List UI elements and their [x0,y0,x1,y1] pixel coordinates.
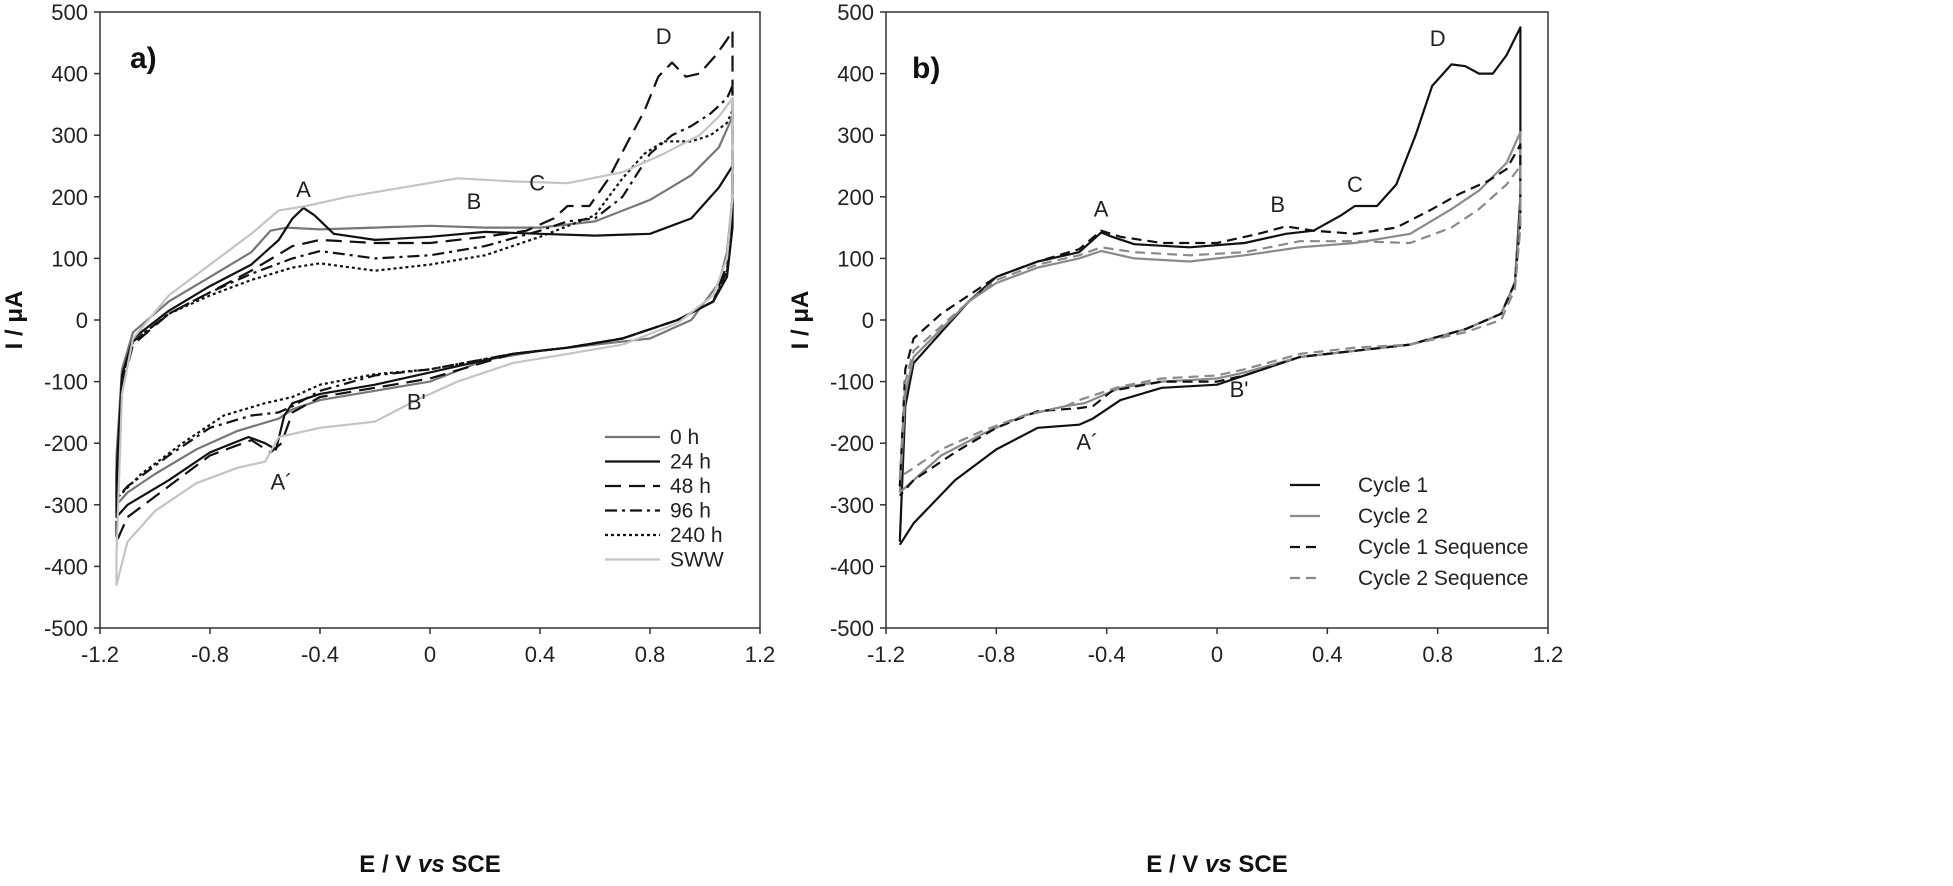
y-tick-label: 0 [862,308,874,333]
y-tick-label: 300 [51,123,88,148]
series-line-cycle-2 [898,131,1522,494]
y-axis-title: I / μA [787,291,814,350]
legend-label: 240 h [670,524,723,547]
series-line-240-h [115,109,734,500]
peak-annotation: B' [1230,377,1249,402]
x-tick-label: -0.8 [977,642,1015,667]
legend-label: Cycle 1 [1358,474,1428,497]
y-tick-label: -400 [830,554,874,579]
legend-label: Cycle 2 Sequence [1358,567,1528,590]
panel-label: b) [912,52,940,85]
series-line-24-h [115,164,734,519]
panel-a: 500 400 300 200 100 0 -100 -200 -300 -400 -500-1.2… [1,0,775,878]
peak-annotation: B' [407,389,426,414]
series-line-48-h [115,29,734,543]
legend-label: 48 h [670,475,711,498]
peak-annotation: D [1430,26,1446,51]
x-tick-label: 0 [424,642,436,667]
y-tick-label: -400 [44,554,88,579]
y-tick-label: 400 [837,62,874,87]
x-tick-label: 0.4 [1312,642,1343,667]
y-tick-label: -100 [830,370,874,395]
x-tick-label: -0.4 [1088,642,1126,667]
legend-label: 0 h [670,426,699,449]
x-tick-label: 1.2 [1533,642,1564,667]
y-tick-label: 100 [51,246,88,271]
x-tick-label: 0.4 [525,642,556,667]
y-tick-label: -100 [44,370,88,395]
peak-annotation: A [1094,197,1109,222]
y-tick-label: -300 [44,493,88,518]
x-tick-label: -0.4 [301,642,339,667]
x-tick-label: 0 [1211,642,1223,667]
legend-label: 24 h [670,451,711,474]
peak-annotation: A´ [1076,429,1098,454]
y-tick-label: 300 [837,123,874,148]
legend-label: 96 h [670,500,711,523]
x-tick-label: 1.2 [745,642,776,667]
legend-label: SWW [670,549,724,572]
y-tick-label: 100 [837,246,874,271]
peak-annotation: C [1347,172,1363,197]
peak-annotation: B [467,189,482,214]
y-tick-label: 200 [51,185,88,210]
y-tick-label: -500 [830,616,874,641]
peak-annotation: B [1270,192,1285,217]
panel-label: a) [130,42,157,75]
panel-b: 500 400 300 200 100 0 -100 -200 -300 -400 -500-1.2… [787,0,1563,878]
legend: Cycle 1 Cycle 2 Cycle 1 Sequence Cycle 2 Se… [1290,474,1528,590]
plot-frame [99,11,761,629]
series-line-cycle-1 [898,26,1522,546]
y-axis-title: I / μA [1,291,28,350]
y-tick-label: 500 [837,0,874,25]
legend-label: Cycle 2 [1358,505,1428,528]
x-tick-label: -1.2 [867,642,905,667]
series-line-cycle-2-sequence [898,164,1522,481]
x-tick-label: -1.2 [81,642,119,667]
y-tick-label: -300 [830,493,874,518]
y-tick-label: -500 [44,616,88,641]
x-tick-label: 0.8 [635,642,666,667]
x-tick-label: -0.8 [191,642,229,667]
y-tick-label: 200 [837,185,874,210]
peak-annotation: A [296,177,311,202]
x-tick-label: 0.8 [1422,642,1453,667]
y-tick-label: 500 [51,0,88,25]
peak-annotation: D [656,24,672,49]
series-line-96-h [115,84,734,500]
peak-annotation: A´ [271,469,293,494]
legend-label: Cycle 1 Sequence [1358,536,1528,559]
x-axis-title: E / V vs SCE [1146,851,1287,878]
series-line-sww [115,97,734,586]
x-axis-title: E / V vs SCE [359,851,500,878]
series-line-cycle-1-sequence [898,143,1522,497]
peak-annotation: C [529,171,545,196]
y-tick-label: -200 [830,431,874,456]
y-tick-label: 400 [51,62,88,87]
series-line-0-h [115,115,734,506]
y-tick-label: -200 [44,431,88,456]
y-tick-label: 0 [76,308,88,333]
